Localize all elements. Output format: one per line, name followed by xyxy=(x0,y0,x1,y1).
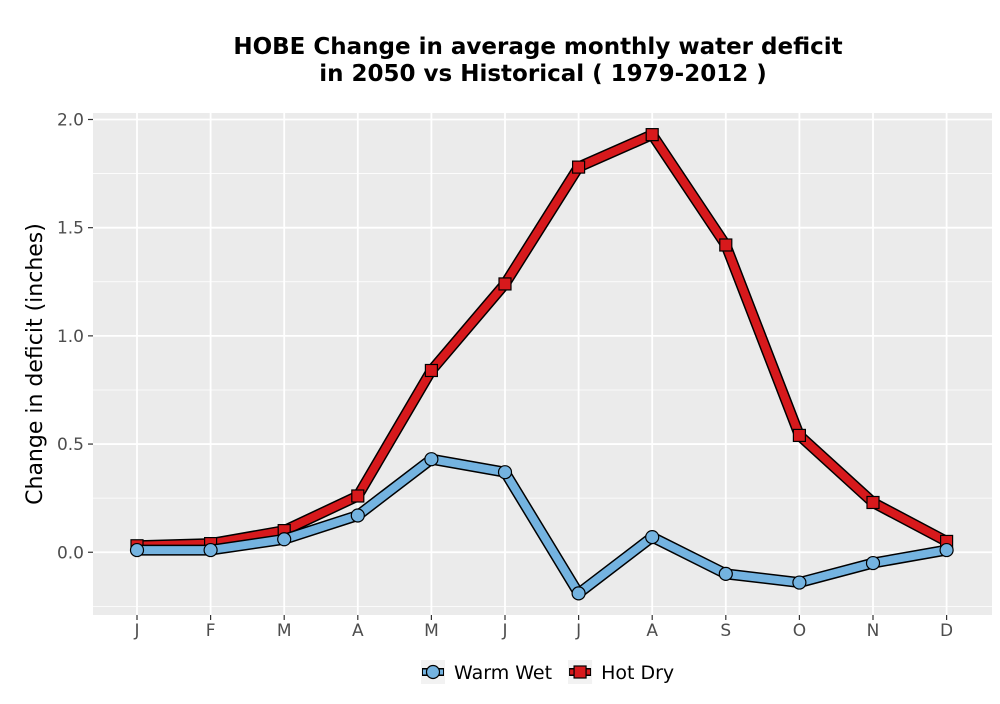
data-point xyxy=(719,238,733,252)
data-point xyxy=(498,277,512,291)
data-point xyxy=(351,489,365,503)
grid-minor xyxy=(93,173,992,607)
data-point xyxy=(424,452,439,467)
legend-marker xyxy=(573,665,587,679)
series-warm-wet xyxy=(129,452,954,601)
legend-label: Warm Wet xyxy=(454,662,552,684)
series-layer xyxy=(129,128,954,601)
legend-marker xyxy=(425,664,441,680)
data-point xyxy=(645,530,660,545)
chart-title-line1: HOBE Change in average monthly water def… xyxy=(233,34,842,60)
y-axis-label: Change in deficit (inches) xyxy=(23,223,48,505)
data-point xyxy=(866,495,880,510)
data-point xyxy=(497,465,513,480)
data-point xyxy=(865,555,881,571)
x-tick-label: M xyxy=(424,621,439,641)
data-point xyxy=(939,542,954,558)
data-point xyxy=(277,532,292,547)
chart-title-line2: in 2050 vs Historical ( 1979-2012 ) xyxy=(319,61,766,87)
legend-item: Warm Wet xyxy=(421,660,552,684)
x-tick-label: S xyxy=(720,621,731,641)
data-point xyxy=(645,128,659,142)
legend: Warm Wet Hot Dry xyxy=(421,660,674,684)
data-point xyxy=(718,566,733,581)
y-tick-label: 0.0 xyxy=(57,543,84,563)
y-tick-label: 0.5 xyxy=(57,435,84,455)
legend-label: Hot Dry xyxy=(601,662,674,684)
series-hot-dry xyxy=(130,128,954,553)
x-tick-label: J xyxy=(575,621,581,641)
data-point xyxy=(203,542,218,558)
data-point xyxy=(571,160,586,174)
data-point xyxy=(350,508,365,523)
y-tick-label: 1.0 xyxy=(57,327,84,347)
series-line xyxy=(133,130,951,550)
data-point xyxy=(792,428,807,443)
y-axis: 0.0 0.5 1.0 1.5 2.0 xyxy=(57,110,93,563)
x-tick-label: D xyxy=(940,621,953,641)
data-point xyxy=(792,575,807,590)
x-tick-label: A xyxy=(352,621,364,641)
y-tick-label: 1.5 xyxy=(57,219,84,239)
legend-item: Hot Dry xyxy=(568,660,674,684)
x-tick-label: O xyxy=(793,621,806,641)
x-tick-label: F xyxy=(206,621,216,641)
x-tick-label: J xyxy=(501,621,507,641)
x-tick-label: N xyxy=(867,621,880,641)
x-tick-label: A xyxy=(646,621,658,641)
y-tick-label: 2.0 xyxy=(57,110,84,130)
series-line xyxy=(133,455,951,598)
x-tick-label: J xyxy=(133,621,139,641)
data-point xyxy=(129,542,145,558)
data-point xyxy=(424,363,438,378)
data-point xyxy=(571,586,586,601)
x-tick-label: M xyxy=(277,621,292,641)
